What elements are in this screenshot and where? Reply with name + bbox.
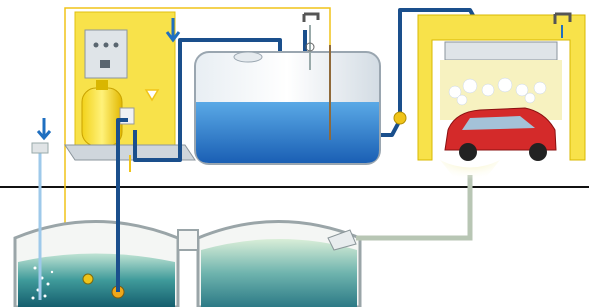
storage-tank — [195, 14, 406, 164]
drain-pipe — [356, 175, 470, 238]
drain-sump — [440, 160, 500, 185]
page: Water recycling diagram {} html, body { … — [0, 0, 589, 307]
tank-water — [196, 102, 379, 163]
tap-tank — [304, 14, 318, 22]
car-wheel-front — [459, 143, 477, 161]
float-switch — [83, 274, 93, 284]
car-wheel-rear — [529, 143, 547, 161]
diagram — [0, 0, 589, 307]
vessel-top — [96, 80, 108, 90]
underground-tanks — [15, 222, 360, 307]
valve-left — [32, 143, 48, 153]
booster-pump — [394, 112, 406, 124]
inflow-arrow-left — [38, 118, 50, 138]
left-tank-water — [18, 254, 175, 307]
control-box — [85, 30, 127, 78]
car-wash — [418, 14, 585, 161]
page-body — [0, 0, 589, 307]
tank-connector — [178, 230, 198, 250]
tank-hatch — [234, 52, 262, 62]
brush-top — [445, 42, 557, 60]
